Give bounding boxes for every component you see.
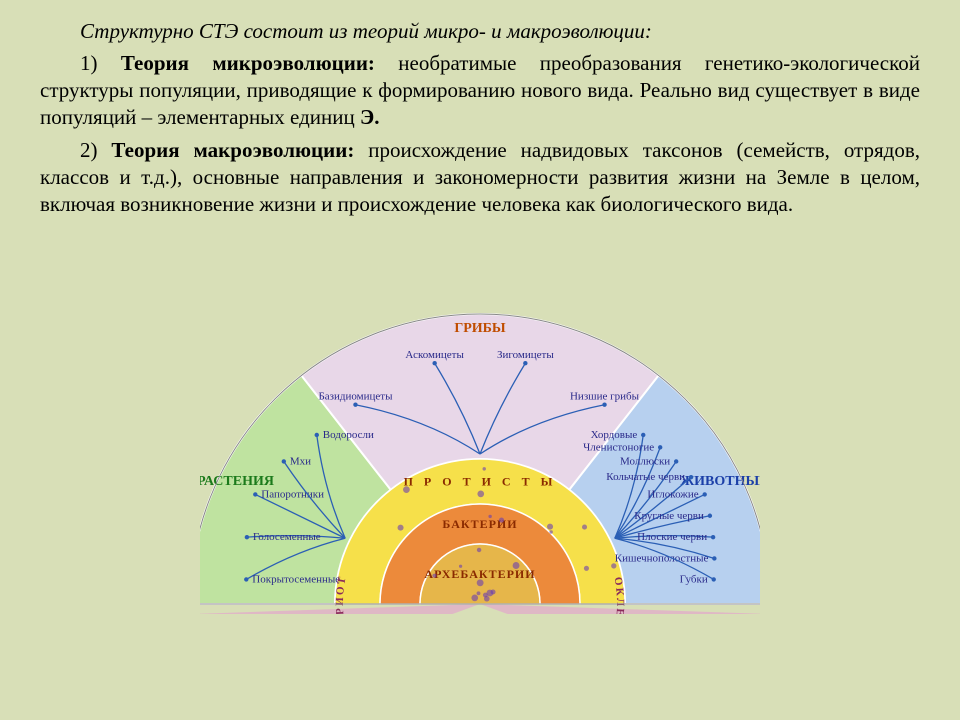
- branch-node: [315, 432, 319, 436]
- microbe-dot: [398, 524, 404, 530]
- microbe-dot: [513, 562, 520, 569]
- microbe-dot: [477, 490, 484, 497]
- sector-title-fungi: ГРИБЫ: [454, 321, 506, 336]
- taxon-label: Мхи: [290, 455, 311, 467]
- p2-number: 2): [80, 138, 111, 162]
- microbe-dot: [403, 486, 410, 493]
- taxon-label: Кольчатые черви: [606, 471, 685, 483]
- branch-node: [711, 534, 715, 538]
- taxon-label: Водоросли: [323, 428, 374, 440]
- band-label-protists: П Р О Т И С Т Ы: [404, 474, 557, 488]
- taxon-label: Базидиомицеты: [318, 390, 393, 402]
- microbe-dot: [584, 565, 589, 570]
- p1-number: 1): [80, 51, 121, 75]
- microbe-dot: [477, 579, 484, 586]
- branch-node: [712, 577, 716, 581]
- taxon-label: Губки: [680, 573, 708, 585]
- branch-node: [282, 459, 286, 463]
- taxon-label: Аскомицеты: [405, 349, 464, 361]
- microbe-dot: [483, 467, 486, 470]
- p2-heading: Теория макроэволюции:: [111, 138, 354, 162]
- microbe-dot: [459, 564, 462, 567]
- tree-of-life-diagram: АРХЕБАКТЕРИИ БАКТЕРИИ П Р О Т И С Т Ы РАСТЕ…: [200, 224, 760, 614]
- branch-node: [702, 492, 706, 496]
- taxon-label: Круглые черви: [634, 509, 704, 521]
- taxon-label: Моллюски: [620, 455, 670, 467]
- branch-node: [253, 492, 257, 496]
- taxon-label: Хордовые: [591, 428, 638, 440]
- microbe-dot: [611, 563, 616, 568]
- sector-title-plants: РАСТЕНИЯ: [200, 473, 274, 488]
- branch-node: [523, 361, 527, 365]
- paragraph-2: 2) Теория макроэволюции: происхождение н…: [40, 137, 920, 218]
- band-label-archae: АРХЕБАКТЕРИИ: [424, 567, 535, 581]
- microbe-dot: [477, 591, 481, 595]
- microbe-dot: [549, 530, 552, 533]
- taxon-label: Покрытосеменные: [252, 573, 340, 585]
- p1-heading: Теория микроэволюции:: [121, 51, 375, 75]
- band-label-bacteria: БАКТЕРИИ: [442, 517, 517, 531]
- p1-tail: Э.: [360, 105, 380, 129]
- taxon-label: Голосеменные: [253, 531, 321, 543]
- microbe-dot: [477, 547, 481, 551]
- branch-node: [244, 577, 248, 581]
- microbe-dot: [547, 523, 553, 529]
- branch-node: [245, 534, 249, 538]
- intro-line: Структурно СТЭ состоит из теорий микро- …: [40, 18, 920, 44]
- branch-node: [712, 556, 716, 560]
- branch-node: [602, 402, 606, 406]
- microbe-dot: [499, 517, 504, 522]
- branch-node: [708, 513, 712, 517]
- branch-node: [432, 361, 436, 365]
- microbe-dot: [471, 594, 478, 601]
- microbe-dot: [432, 573, 436, 577]
- taxon-label: Зигомицеты: [497, 349, 554, 361]
- paragraph-1: 1) Теория микроэволюции: необратимые пре…: [40, 50, 920, 131]
- taxon-label: Членистоногие: [583, 441, 654, 453]
- taxon-label: Иглокожие: [647, 488, 698, 500]
- branch-node: [689, 474, 693, 478]
- microbe-dot: [488, 514, 491, 517]
- microbe-dot: [483, 592, 488, 597]
- taxon-label: Папоротники: [261, 488, 324, 500]
- branch-node: [641, 432, 645, 436]
- taxon-label: Низшие грибы: [570, 390, 640, 402]
- taxon-label: Плоские черви: [637, 531, 707, 543]
- branch-node: [674, 459, 678, 463]
- branch-node: [353, 402, 357, 406]
- microbe-dot: [582, 524, 587, 529]
- branch-node: [658, 445, 662, 449]
